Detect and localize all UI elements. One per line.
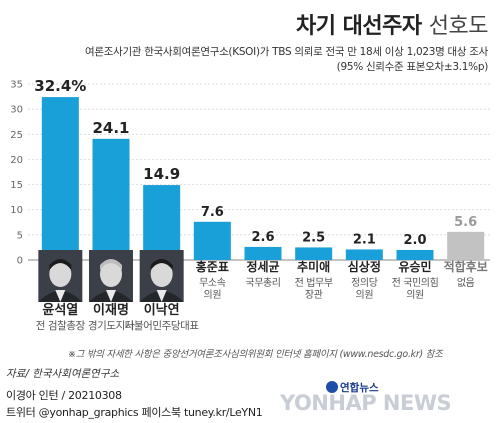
category-sublabel: 전 국민의힘	[392, 277, 439, 289]
y-axis: 0 5 10 15 20 25 30 35	[10, 80, 23, 267]
category-label: 이재명	[93, 302, 129, 318]
title-suffix: 선호도	[428, 14, 489, 39]
category-sublabel: 전 검찰총장	[36, 320, 86, 332]
category-label: 유승민	[398, 259, 431, 274]
y-tick-label: 25	[10, 130, 23, 141]
category-sublabel: 국무총리	[245, 277, 280, 289]
candidate-photos	[38, 250, 184, 302]
category-sublabel: 장관	[305, 289, 323, 301]
photo-face	[49, 261, 72, 287]
category-label: 이낙연	[144, 302, 180, 318]
y-tick-label: 0	[17, 256, 23, 267]
category-label: 적합후보	[444, 259, 488, 274]
yonhap-logo-icon	[326, 381, 338, 393]
bar	[143, 185, 181, 260]
bar	[244, 246, 282, 260]
value-label: 14.9	[143, 165, 180, 183]
value-label: 2.0	[403, 233, 426, 248]
bar	[193, 221, 231, 260]
category-label: 추미애	[297, 259, 330, 274]
category-sublabel: 전 법무부	[295, 277, 333, 289]
avatar-yoon-icon	[38, 250, 83, 302]
chart-title: 차기 대선주자 선호도	[295, 8, 489, 40]
bar	[447, 231, 485, 260]
footnote: ※그 밖의 자세한 사항은 중앙선거여론조사심의위원회 인터넷 홈페이지 (ww…	[68, 349, 443, 360]
category-sublabel: 무소속	[199, 277, 226, 289]
bars: 32.4% 24.1 14.9 7.6 2.6 2.5 2.1 2.0 5.6	[34, 77, 485, 261]
subtitle-line-1: 여론조사기관 한국사회여론연구소(KSOI)가 TBS 의뢰로 전국 만 18세…	[85, 46, 488, 58]
y-tick-label: 35	[10, 80, 23, 91]
title-main: 차기 대선주자	[295, 14, 422, 39]
photo-face	[150, 261, 173, 287]
category-sublabel: 의원	[356, 289, 374, 301]
category-label: 홍준표	[196, 259, 229, 274]
y-tick-label: 20	[10, 155, 23, 166]
category-sublabel: 없음	[457, 276, 475, 289]
bar	[295, 247, 333, 260]
photo-shirt	[156, 290, 167, 302]
value-label: 32.4%	[34, 77, 86, 95]
category-sublabel: 정의당	[351, 277, 378, 289]
bar	[92, 138, 130, 260]
category-sublabel: 경기도지사	[88, 319, 135, 332]
value-label: 2.6	[251, 230, 274, 245]
photo-hair	[100, 259, 122, 270]
avatar-lee-jm-icon	[89, 250, 133, 302]
credit-line-2: 트위터 @yonhap_graphics 페이스북 tuney.kr/LeYN1	[6, 406, 263, 419]
category-sublabel: 의원	[406, 289, 424, 301]
y-tick-label: 5	[17, 230, 23, 241]
category-label: 정세균	[246, 259, 279, 274]
bar	[396, 249, 434, 260]
logo-big-text: YONHAP NEWS	[280, 391, 452, 415]
value-label: 2.5	[302, 230, 325, 245]
category-label: 윤석열	[42, 302, 78, 318]
subtitle-line-2: (95% 신뢰수준 표본오차±3.1%p)	[336, 61, 489, 73]
yonhap-logo: 연합뉴스 YONHAP NEWS	[280, 380, 490, 416]
value-label: 24.1	[92, 119, 129, 137]
category-label: 심상정	[348, 259, 381, 274]
value-label: 7.6	[201, 205, 224, 220]
y-tick-label: 15	[10, 180, 23, 191]
photo-face	[100, 261, 122, 287]
bar	[41, 97, 79, 261]
photo-hair	[49, 259, 72, 270]
value-label: 5.6	[454, 215, 477, 230]
category-sublabel: 의원	[204, 289, 222, 301]
credit-line-1: 이경아 인턴 / 20210308	[6, 389, 122, 402]
source: 자료/ 한국사회여론연구소	[6, 368, 120, 380]
category-sublabel: 더불어민주당대표	[125, 320, 200, 332]
photo-hair	[150, 259, 173, 270]
logo-small-text: 연합뉴스	[340, 382, 379, 394]
value-label: 2.1	[353, 232, 376, 247]
bar	[345, 249, 383, 260]
avatar-lee-ny-icon	[139, 250, 184, 302]
y-tick-label: 30	[10, 105, 23, 116]
photo-shirt	[106, 290, 116, 302]
photo-shirt	[55, 290, 66, 302]
y-tick-label: 10	[10, 205, 23, 216]
